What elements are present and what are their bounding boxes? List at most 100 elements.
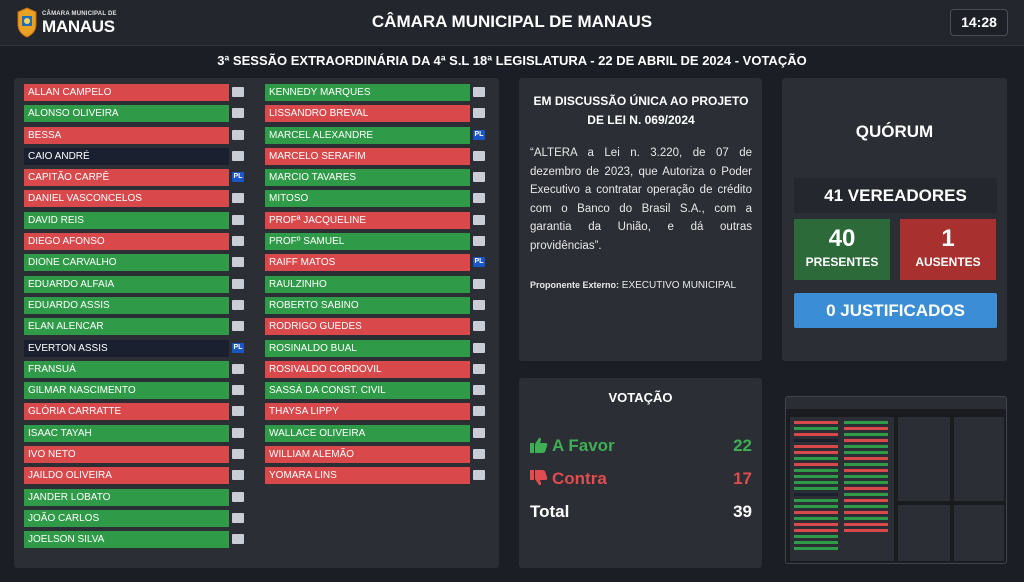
party-flag-icon: [232, 129, 244, 140]
member-row: MARCELO SERAFIM: [265, 147, 485, 165]
party-flag-icon: [232, 406, 244, 417]
member-name: FRANSUÁ: [24, 360, 229, 378]
member-name: KENNEDY MARQUES: [265, 84, 470, 101]
contra-label: Contra: [552, 469, 607, 488]
party-flag-icon: [232, 193, 244, 204]
party-flag-icon: [473, 236, 485, 247]
party-flag-icon: [232, 321, 244, 332]
favor-label: A Favor: [552, 436, 615, 455]
thumbnail-row: [844, 421, 888, 424]
thumbnail-row: [794, 523, 838, 526]
session-title: 3ª SESSÃO EXTRAORDINÁRIA DA 4ª S.L 18ª L…: [217, 53, 807, 68]
member-name: DAVID REIS: [24, 211, 229, 229]
member-name: JOÃO CARLOS: [24, 509, 229, 527]
party-flag-icon: [473, 108, 485, 119]
thumbnail-row: [794, 469, 838, 472]
thumbnail-row: [794, 511, 838, 514]
thumbnail-row: [794, 499, 838, 502]
member-row: ALONSO OLIVEIRA: [24, 105, 244, 123]
member-name: MARCEL ALEXANDRE: [265, 126, 470, 144]
thumbs-up-icon: [530, 437, 548, 453]
thumbnail-row: [794, 487, 838, 490]
member-row: JANDER LOBATO: [24, 488, 244, 506]
member-name: LISSANDRO BREVAL: [265, 105, 470, 123]
member-row: RODRIGO GUEDES: [265, 318, 485, 336]
city-seal-icon: [17, 7, 37, 38]
member-name: RAULZINHO: [265, 275, 470, 293]
member-name: JOELSON SILVA: [24, 531, 229, 549]
party-flag-icon: [232, 299, 244, 310]
party-flag-icon: [232, 214, 244, 225]
member-name: PROFº SAMUEL: [265, 233, 470, 251]
vote-favor-row: A Favor 22: [530, 436, 752, 458]
party-flag-icon: [232, 534, 244, 545]
absent-label: AUSENTES: [915, 255, 981, 269]
member-name: DANIEL VASCONCELOS: [24, 190, 229, 208]
party-flag-icon: PL: [473, 129, 485, 140]
member-name: EDUARDO ALFAIA: [24, 275, 229, 293]
member-name: THAYSA LIPPY: [265, 403, 470, 421]
member-name: ISAAC TAYAH: [24, 424, 229, 442]
total-label: Total: [530, 502, 570, 521]
member-row: DIONE CARVALHO: [24, 254, 244, 272]
member-name: MITOSO: [265, 190, 470, 208]
member-name: JANDER LOBATO: [24, 488, 229, 506]
member-name: BESSA: [24, 126, 229, 144]
member-row: WILLIAM ALEMÃO: [265, 446, 485, 464]
member-name: ROSIVALDO CORDOVIL: [265, 360, 470, 378]
member-name: MARCIO TAVARES: [265, 169, 470, 187]
party-flag-icon: [232, 278, 244, 289]
party-flag-icon: [232, 363, 244, 374]
member-row: ROSIVALDO CORDOVIL: [265, 360, 485, 378]
thumbnail-row: [794, 445, 838, 448]
members-count: 41 VEREADORES: [794, 178, 997, 213]
thumbnail-row: [844, 517, 888, 520]
member-row: BESSA: [24, 126, 244, 144]
favor-count: 22: [733, 436, 752, 455]
member-name: GLÓRIA CARRATTE: [24, 403, 229, 421]
thumbnail-row: [794, 529, 838, 532]
present-label: PRESENTES: [805, 255, 879, 269]
party-flag-icon: [232, 87, 244, 97]
member-row: DIEGO AFONSO: [24, 233, 244, 251]
party-flag-icon: [473, 385, 485, 396]
party-flag-icon: [473, 150, 485, 161]
member-name: ALLAN CAMPELO: [24, 84, 229, 101]
thumbnail-row: [844, 487, 888, 490]
party-flag-icon: [232, 427, 244, 438]
thumbnail-row: [844, 499, 888, 502]
member-name: SASSÁ DA CONST. CIVIL: [265, 382, 470, 400]
proponent-value: EXECUTIVO MUNICIPAL: [621, 279, 737, 291]
contra-count: 17: [733, 469, 752, 488]
vote-contra-row: Contra 17: [530, 469, 752, 491]
member-name: RAIFF MATOS: [265, 254, 470, 272]
member-name: ALONSO OLIVEIRA: [24, 105, 229, 123]
member-row: CAPITÃO CARPÊ PL: [24, 169, 244, 187]
member-name: WILLIAM ALEMÃO: [265, 446, 470, 464]
bill-panel: EM DISCUSSÃO ÚNICA AO PROJETO DE LEI N. …: [519, 78, 762, 361]
member-row: KENNEDY MARQUES: [265, 84, 485, 101]
party-flag-icon: [232, 150, 244, 161]
member-row: THAYSA LIPPY: [265, 403, 485, 421]
member-row: JOÃO CARLOS: [24, 509, 244, 527]
clock: 14:28: [950, 9, 1008, 36]
member-row: EDUARDO ASSIS: [24, 296, 244, 314]
member-row: MARCEL ALEXANDRE PL: [265, 126, 485, 144]
member-row: ROBERTO SABINO: [265, 296, 485, 314]
member-name: ROSINALDO BUAL: [265, 339, 470, 357]
thumbnail-row: [794, 541, 838, 544]
member-row: ISAAC TAYAH: [24, 424, 244, 442]
member-row: JAILDO OLIVEIRA: [24, 467, 244, 485]
member-row: PROFª JACQUELINE: [265, 211, 485, 229]
thumbnail-row: [794, 475, 838, 478]
proponent-label: Proponente Externo:: [530, 279, 620, 290]
member-row: ELAN ALENCAR: [24, 318, 244, 336]
thumbnail-row: [844, 463, 888, 466]
thumbnail-row: [794, 547, 838, 550]
thumbnail-row: [844, 475, 888, 478]
thumbnail-row: [794, 439, 838, 442]
party-flag-icon: [473, 427, 485, 438]
member-row: GLÓRIA CARRATTE: [24, 403, 244, 421]
member-row: ROSINALDO BUAL: [265, 339, 485, 357]
member-name: DIONE CARVALHO: [24, 254, 229, 272]
